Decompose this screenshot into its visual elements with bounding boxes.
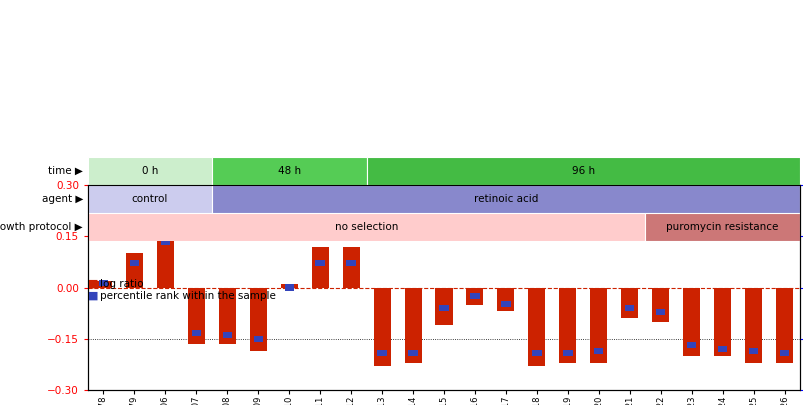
Bar [466,288,483,305]
Text: log ratio: log ratio [100,279,143,289]
Bar [218,288,235,344]
Bar [593,348,603,354]
Text: puromycin resistance: puromycin resistance [666,222,778,232]
Bar [683,288,699,356]
Text: no selection: no selection [335,222,397,232]
Bar [528,288,544,366]
Text: GDS799 / 8124: GDS799 / 8124 [88,171,183,184]
Bar [99,280,108,286]
Bar [312,247,328,288]
Bar [408,350,418,356]
Bar [748,348,757,354]
Bar [373,288,390,366]
Bar [500,301,510,307]
Bar [161,239,170,245]
Bar [589,288,606,362]
Bar [191,330,201,336]
Bar [744,288,761,362]
Text: time ▶: time ▶ [48,166,83,176]
Text: percentile rank within the sample: percentile rank within the sample [100,291,275,301]
Bar [88,213,645,241]
Bar [497,288,514,311]
Bar [129,260,139,266]
Bar [222,332,232,338]
Bar [88,157,211,185]
Bar [621,288,638,318]
Bar [686,342,695,348]
Bar [775,288,792,362]
Bar [651,288,668,322]
Bar [95,281,112,288]
Text: retinoic acid: retinoic acid [473,194,537,204]
Bar [404,288,421,362]
Text: 96 h: 96 h [571,166,594,176]
Bar [645,213,799,241]
Bar [559,288,576,362]
Bar [713,288,730,356]
Bar [126,254,143,288]
Bar [377,350,386,356]
Text: agent ▶: agent ▶ [42,194,83,204]
Bar [438,305,448,311]
Bar [562,350,572,356]
Text: control: control [132,194,168,204]
Bar [211,185,799,213]
Bar [211,157,366,185]
Text: growth protocol ▶: growth protocol ▶ [0,222,83,232]
Text: ■: ■ [88,291,99,301]
Bar [346,260,356,266]
Bar [188,288,205,344]
Bar [253,336,263,342]
Bar [435,288,452,325]
Bar [250,288,267,351]
Bar [280,284,297,288]
Text: 48 h: 48 h [277,166,300,176]
Bar [624,305,634,311]
Bar [532,350,541,356]
Bar [779,350,789,356]
Bar [717,346,727,352]
Text: 0 h: 0 h [141,166,158,176]
Bar [157,238,173,288]
Text: ■: ■ [88,279,99,289]
Bar [284,284,294,290]
Bar [88,185,211,213]
Bar [342,247,359,288]
Bar [470,293,479,299]
Bar [315,260,324,266]
Bar [655,309,665,315]
Bar [366,157,799,185]
